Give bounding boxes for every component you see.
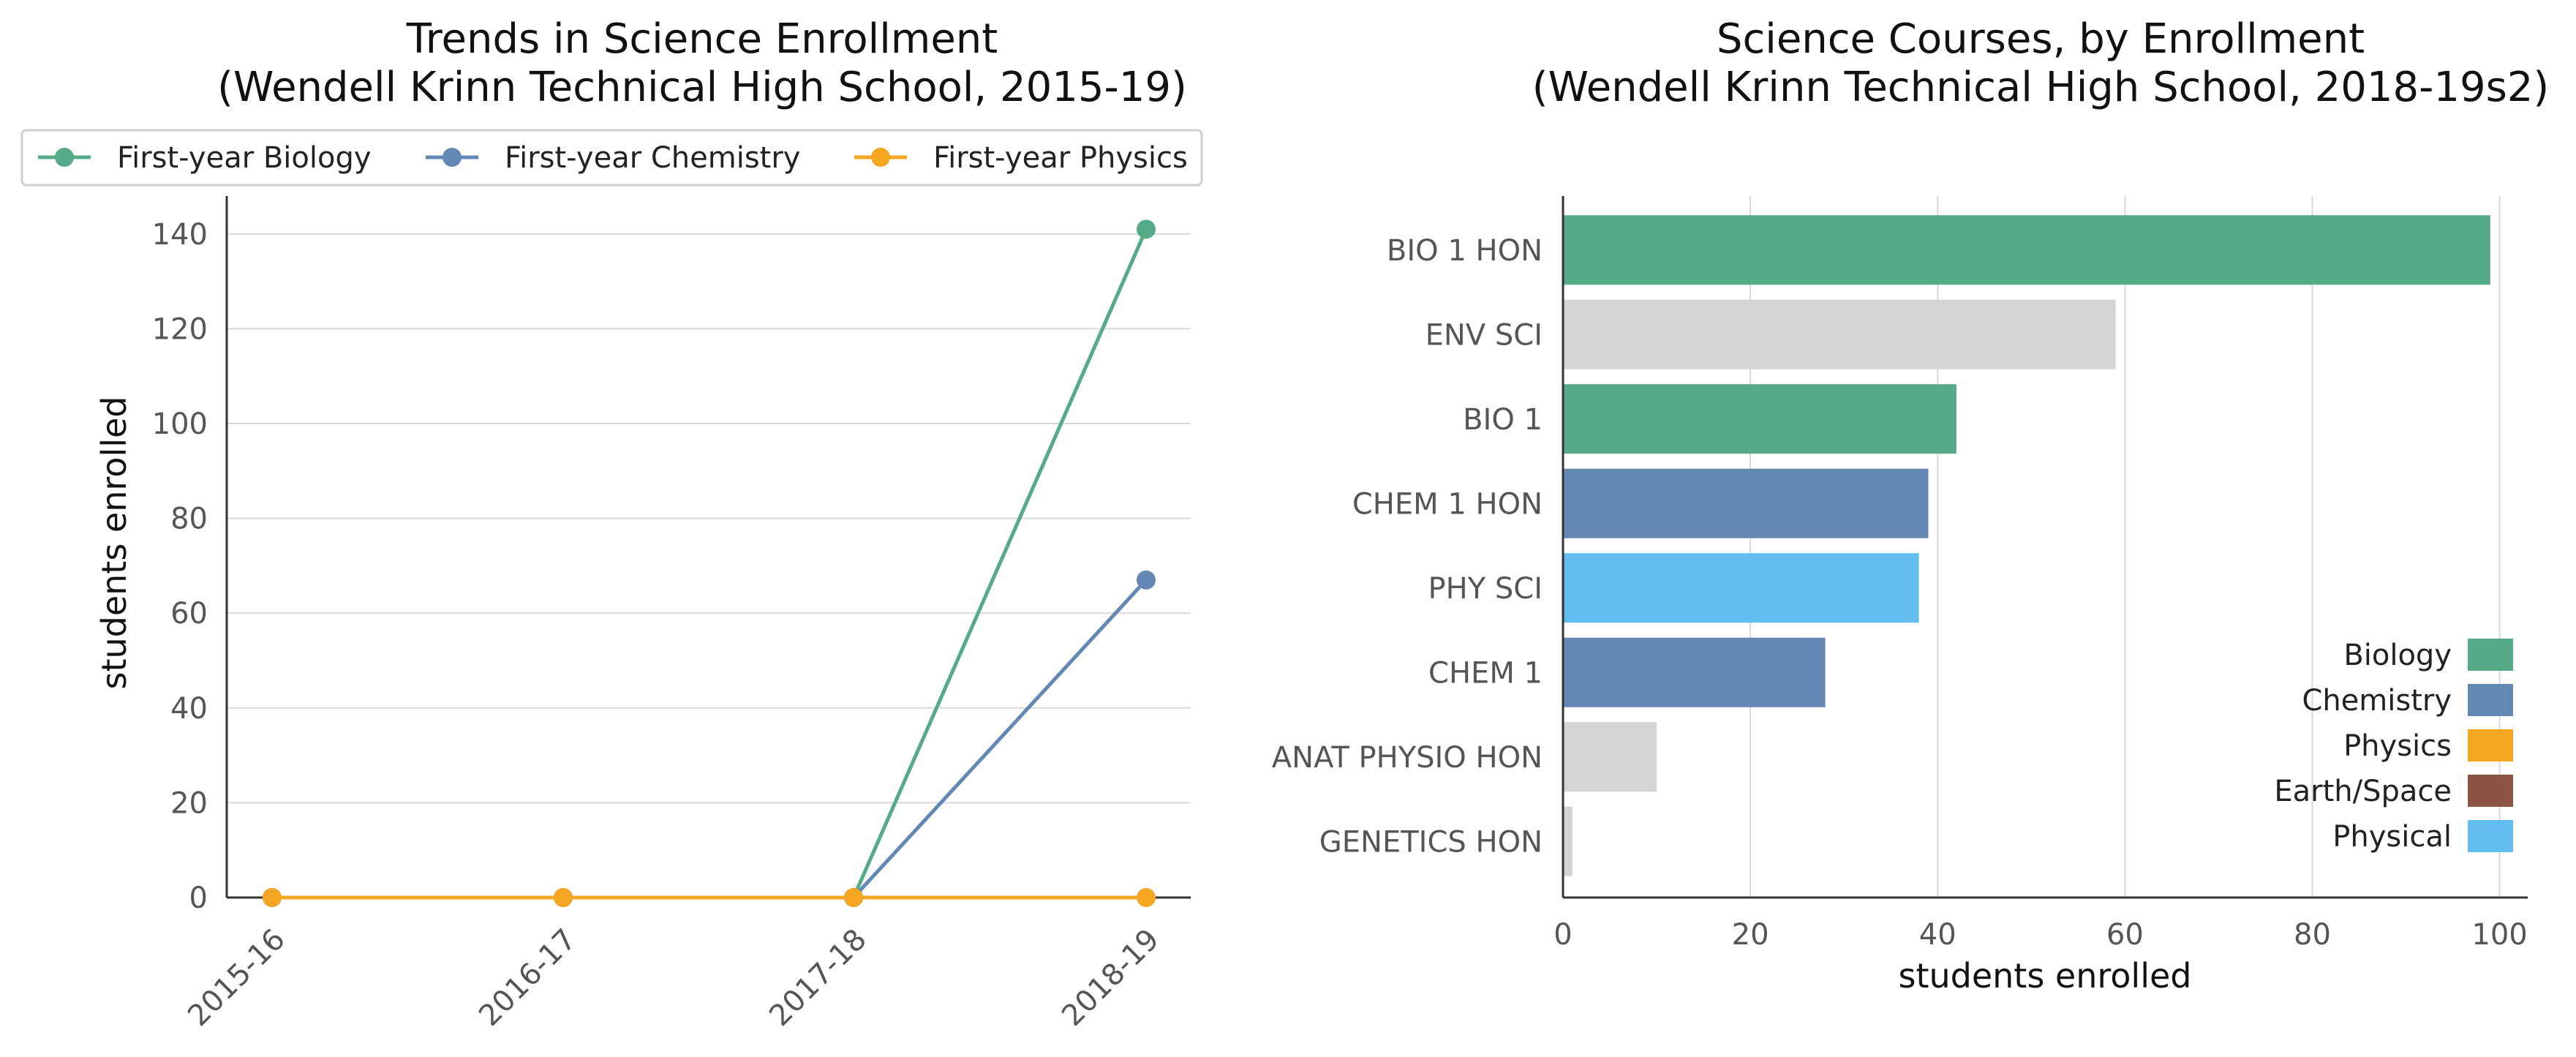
- line-chart-series: [263, 219, 1156, 907]
- bar-bio-1: [1563, 384, 1957, 454]
- y-tick-label: 40: [170, 692, 208, 726]
- bar-genetics-hon: [1563, 806, 1573, 876]
- line-chart-y-axis-label: students enrolled: [94, 396, 134, 690]
- category-label: ENV SCI: [1426, 318, 1543, 352]
- data-point-first-year-physics-2017-18: [844, 888, 863, 907]
- y-tick-label: 100: [152, 407, 208, 441]
- legend-label: Physical: [2332, 820, 2452, 854]
- line-chart: Trends in Science Enrollment (Wendell Kr…: [20, 15, 1203, 1033]
- bar-chart-axes: 0 20 40 60 80 100: [1553, 196, 2528, 952]
- legend-label: Biology: [2343, 639, 2452, 672]
- bar-phy-sci: [1563, 553, 1919, 623]
- x-tick-label: 100: [2471, 918, 2527, 952]
- x-tick-label: 2018-19: [1055, 922, 1166, 1033]
- legend-swatch-physical: [2468, 820, 2513, 852]
- legend-marker: [871, 148, 890, 167]
- data-point-first-year-physics-2015-16: [263, 888, 282, 907]
- legend-swatch-earth-space: [2468, 775, 2513, 807]
- legend-label: First-year Chemistry: [505, 141, 800, 175]
- category-label: ANAT PHYSIO HON: [1272, 741, 1543, 775]
- data-point-first-year-physics-2018-19: [1137, 888, 1156, 907]
- category-label: GENETICS HON: [1319, 825, 1543, 859]
- bar-chart-bars: BIO 1 HON ENV SCI BIO 1 CHEM 1 HON PHY SCI CH…: [1272, 215, 2490, 876]
- bar-env-sci: [1563, 299, 2116, 369]
- line-chart-title-line-1: Trends in Science Enrollment: [406, 15, 998, 63]
- category-label: CHEM 1: [1428, 656, 1543, 690]
- line-chart-legend: First-year Biology First-year Chemistry Fi…: [20, 129, 1203, 187]
- y-tick-label: 140: [152, 218, 208, 252]
- x-tick-label: 2016-17: [472, 922, 583, 1033]
- legend-swatch-biology: [2468, 639, 2513, 671]
- y-tick-label: 0: [189, 881, 208, 915]
- legend-marker: [442, 148, 462, 167]
- legend-box: [20, 129, 1203, 187]
- x-tick-label: 80: [2294, 918, 2331, 952]
- bar-chart-title-line-1: Science Courses, by Enrollment: [1717, 15, 2365, 63]
- bar-bio-1-hon: [1563, 215, 2490, 285]
- series-line-first-year-chemistry: [272, 579, 1148, 900]
- series-first-year-biology: [263, 219, 1156, 907]
- category-label: CHEM 1 HON: [1352, 487, 1543, 521]
- x-tick-label: 20: [1732, 918, 1769, 952]
- data-point-first-year-physics-2016-17: [554, 888, 573, 907]
- line-chart-title-line-2: (Wendell Krinn Technical High School, 20…: [217, 64, 1187, 111]
- data-point-first-year-chemistry-2018-19: [1137, 570, 1156, 590]
- series-first-year-physics: [263, 888, 1156, 907]
- bar-chart-x-axis-label: students enrolled: [1899, 956, 2192, 996]
- y-tick-label: 120: [152, 312, 208, 346]
- y-tick-label: 80: [170, 503, 208, 536]
- legend-marker: [55, 148, 74, 167]
- bar-chem-1-hon: [1563, 468, 1929, 538]
- y-tick-label: 20: [170, 786, 208, 820]
- bar-chem-1: [1563, 637, 1826, 707]
- y-tick-label: 60: [170, 597, 208, 631]
- bar-chart: Science Courses, by Enrollment (Wendell …: [1272, 15, 2549, 996]
- x-tick-label: 0: [1553, 918, 1572, 952]
- legend-label: First-year Physics: [933, 141, 1188, 175]
- x-tick-label: 2015-16: [181, 922, 292, 1033]
- legend-label: Physics: [2343, 729, 2452, 763]
- x-tick-label: 60: [2106, 918, 2144, 952]
- data-point-first-year-biology-2018-19: [1137, 219, 1156, 239]
- legend-swatch-chemistry: [2468, 684, 2513, 716]
- legend-label: First-year Biology: [117, 141, 372, 175]
- category-label: BIO 1: [1463, 403, 1543, 437]
- legend-label: Earth/Space: [2274, 775, 2452, 808]
- legend-swatch-physics: [2468, 729, 2513, 761]
- line-chart-gridlines: [227, 233, 1191, 804]
- bar-chart-title-line-2: (Wendell Krinn Technical High School, 20…: [1532, 64, 2549, 111]
- line-chart-axes: 0 20 40 60 80 100 120 140 2015-16 2016-17 2017-18 2…: [152, 196, 1191, 1033]
- bar-anat-physio-hon: [1563, 722, 1657, 792]
- category-label: PHY SCI: [1428, 572, 1543, 606]
- x-tick-label: 2017-18: [763, 922, 873, 1033]
- x-tick-label: 40: [1919, 918, 1957, 952]
- category-label: BIO 1 HON: [1387, 234, 1543, 268]
- bar-chart-legend: Biology Chemistry Physics Earth/Space Physic…: [2274, 639, 2513, 854]
- legend-label: Chemistry: [2302, 684, 2452, 718]
- series-first-year-chemistry: [263, 570, 1156, 907]
